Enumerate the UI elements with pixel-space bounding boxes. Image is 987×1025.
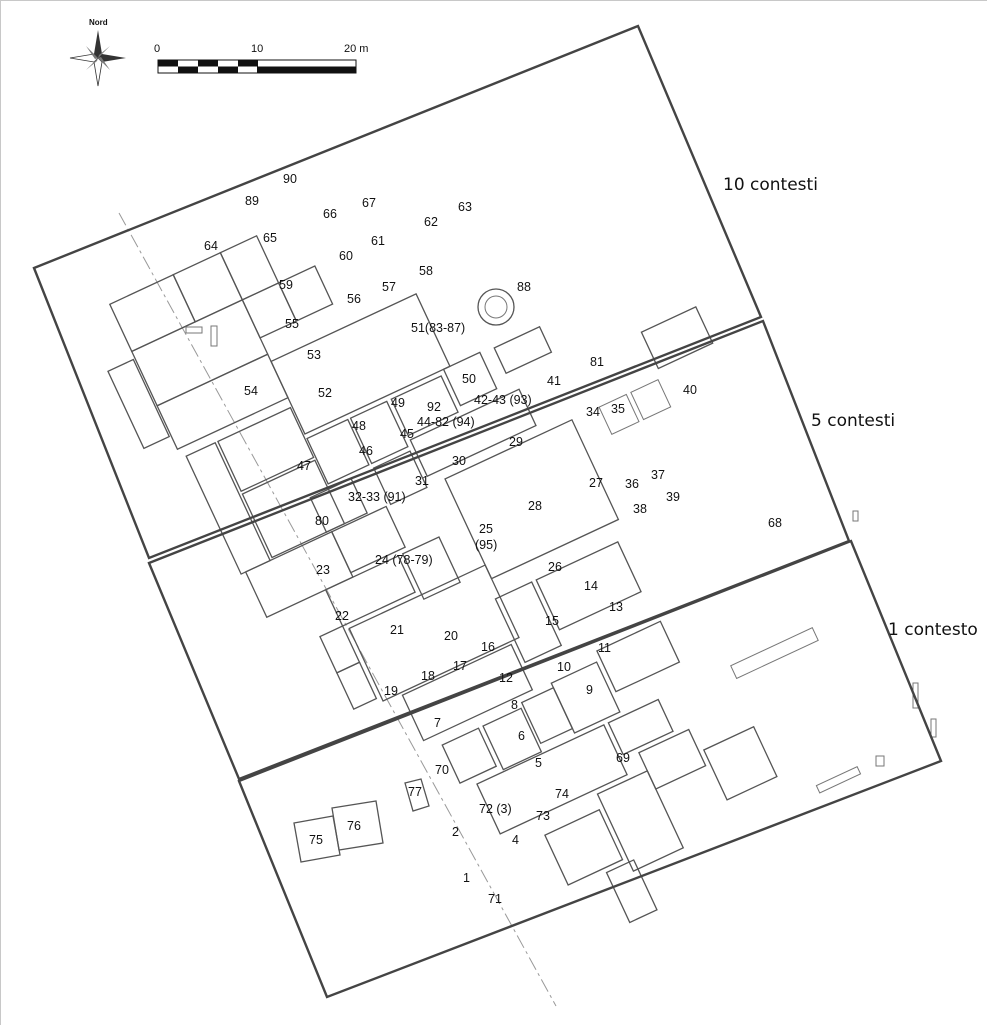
north-label: Nord [89, 18, 108, 27]
room-label: 71 [488, 892, 502, 906]
room-label: 26 [548, 560, 562, 574]
scale-tick-10: 10 [251, 43, 263, 55]
room-label: (95) [475, 538, 497, 552]
room-label: 41 [547, 374, 561, 388]
room-labels: 1 2 4 5 6 7 8 9 10 11 12 13 14 15 16 17 … [204, 172, 782, 906]
axis-line [118, 212, 557, 1007]
room-label: 18 [421, 669, 435, 683]
room-label: 38 [633, 502, 647, 516]
room-label: 29 [509, 435, 523, 449]
room-label: 44-82 (94) [417, 415, 475, 429]
room-label: 66 [323, 207, 337, 221]
room-label: 45 [400, 427, 414, 441]
room-label: 65 [263, 231, 277, 245]
room-label: 32-33 (91) [348, 490, 406, 504]
room-label: 8 [511, 698, 518, 712]
room-label: 50 [462, 372, 476, 386]
room-label: 90 [283, 172, 297, 186]
room-label: 49 [391, 396, 405, 410]
wall-structures [107, 234, 937, 924]
room-label: 89 [245, 194, 259, 208]
room-label: 48 [352, 419, 366, 433]
room-label: 20 [444, 629, 458, 643]
scale-bar: 0 10 20 m [154, 43, 368, 74]
room-label: 56 [347, 292, 361, 306]
room-label: 37 [651, 468, 665, 482]
room-label: 13 [609, 600, 623, 614]
room-label: 15 [545, 614, 559, 628]
room-label: 72 (3) [479, 802, 512, 816]
room-label: 21 [390, 623, 404, 637]
room-label: 60 [339, 249, 353, 263]
room-label: 64 [204, 239, 218, 253]
room-label: 10 [557, 660, 571, 674]
room-label: 63 [458, 200, 472, 214]
room-label: 47 [297, 459, 311, 473]
room-label: 5 [535, 756, 542, 770]
room-label: 39 [666, 490, 680, 504]
room-label: 12 [499, 671, 513, 685]
room-label: 54 [244, 384, 258, 398]
room-label: 14 [584, 579, 598, 593]
scale-tick-0: 0 [154, 43, 160, 55]
room-label: 17 [453, 659, 467, 673]
compass-rose-icon [69, 30, 126, 87]
zone-outline-1-contesto [237, 539, 943, 999]
room-label: 62 [424, 215, 438, 229]
room-label: 76 [347, 819, 361, 833]
room-label: 77 [408, 785, 422, 799]
room-label: 9 [586, 683, 593, 697]
room-label: 81 [590, 355, 604, 369]
room-label: 7 [434, 716, 441, 730]
room-label: 40 [683, 383, 697, 397]
room-label: 24 (78-79) [375, 553, 433, 567]
room-label: 61 [371, 234, 385, 248]
zone-label-1-contesto: 1 contesto [888, 620, 978, 640]
room-label: 42-43 (93) [474, 393, 532, 407]
room-label: 11 [598, 641, 611, 655]
room-label: 35 [611, 402, 625, 416]
room-label: 53 [307, 348, 321, 362]
room-label: 16 [481, 640, 495, 654]
room-label: 57 [382, 280, 396, 294]
room-label: 59 [279, 278, 293, 292]
room-label: 31 [415, 474, 429, 488]
room-label: 88 [517, 280, 531, 294]
room-label: 2 [452, 825, 459, 839]
room-label: 67 [362, 196, 376, 210]
room-label: 23 [316, 563, 330, 577]
scale-tick-20: 20 m [344, 43, 368, 55]
room-label: 52 [318, 386, 332, 400]
room-label: 55 [285, 317, 299, 331]
room-label: 68 [768, 516, 782, 530]
room-label: 70 [435, 763, 449, 777]
room-label: 51(83-87) [411, 321, 465, 335]
room-label: 73 [536, 809, 550, 823]
zone-label-5-contesti: 5 contesti [811, 411, 895, 431]
room-label: 46 [359, 444, 373, 458]
room-label: 19 [384, 684, 398, 698]
room-label: 75 [309, 833, 323, 847]
room-label: 30 [452, 454, 466, 468]
room-label: 25 [479, 522, 493, 536]
zone-label-10-contesti: 10 contesti [723, 175, 818, 195]
room-label: 36 [625, 477, 639, 491]
room-label: 69 [616, 751, 630, 765]
north-arrow: Nord [69, 18, 126, 87]
room-label: 92 [427, 400, 441, 414]
zone-outline-10-contesti [32, 24, 763, 560]
room-label: 22 [335, 609, 349, 623]
room-label: 34 [586, 405, 600, 419]
room-label: 4 [512, 833, 519, 847]
room-label: 58 [419, 264, 433, 278]
room-label: 27 [589, 476, 603, 490]
room-label: 6 [518, 729, 525, 743]
room-label: 1 [463, 871, 470, 885]
room-label: 80 [315, 514, 329, 528]
zone-outlines [32, 24, 943, 999]
room-label: 74 [555, 787, 569, 801]
room-label: 28 [528, 499, 542, 513]
